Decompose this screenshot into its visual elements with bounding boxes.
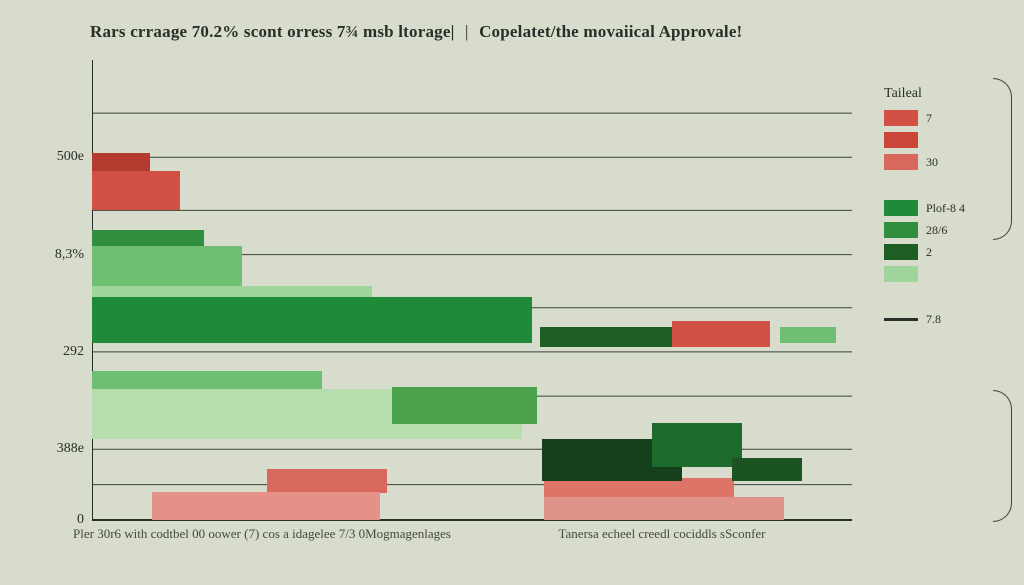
x-tick: Pler 30r6 with codtbel 00 oower (7) cos …	[73, 526, 451, 542]
bar	[392, 387, 537, 424]
bracket-arc	[993, 390, 1012, 522]
legend-item	[884, 132, 994, 148]
legend-label: 28/6	[926, 223, 947, 238]
title-sep: |	[465, 22, 469, 41]
legend-swatch	[884, 222, 918, 238]
legend-header: Taileal	[884, 86, 994, 102]
legend-label: 7	[926, 111, 932, 126]
bar	[92, 246, 242, 290]
legend-swatch	[884, 244, 918, 260]
legend-item: 7.8	[884, 312, 994, 327]
y-tick: 388e	[36, 441, 84, 457]
bar	[544, 497, 784, 520]
chart-title: Rars crraage 70.2% scont orress 7¾ msb l…	[90, 22, 910, 42]
legend-item: 7	[884, 110, 994, 126]
bar	[92, 297, 532, 343]
legend-swatch	[884, 154, 918, 170]
bars-layer	[92, 60, 852, 520]
y-tick: 500e	[36, 149, 84, 165]
bar	[672, 321, 770, 348]
y-tick: 8,3%	[36, 247, 84, 263]
legend-item	[884, 266, 994, 282]
legend-swatch	[884, 110, 918, 126]
legend-item: 2	[884, 244, 994, 260]
bar	[152, 492, 380, 520]
legend-item: Plof-8 4	[884, 200, 994, 216]
legend-label: 30	[926, 155, 938, 170]
legend: Taileal 7 30 Plof-8 4 28/6 2 7.8	[884, 86, 994, 333]
bar	[652, 423, 742, 467]
bar	[92, 171, 180, 211]
bar	[92, 153, 150, 171]
title-left: Rars crraage 70.2% scont orress 7¾ msb l…	[90, 22, 455, 41]
legend-swatch	[884, 318, 918, 321]
legend-swatch	[884, 132, 918, 148]
bracket-arc	[993, 78, 1012, 240]
bar	[732, 458, 802, 481]
bar	[267, 469, 387, 494]
x-tick: Tanersa echeel creedl cociddls sSconfer	[559, 526, 766, 542]
legend-item: 30	[884, 154, 994, 170]
title-right: Copelatet/the movaiical Approvale!	[479, 22, 742, 41]
bar	[92, 230, 204, 246]
legend-label: 2	[926, 245, 932, 260]
bar	[780, 327, 836, 343]
y-tick: 292	[36, 344, 84, 360]
legend-swatch	[884, 200, 918, 216]
chart-area: 0388e2928,3%500e Pler 30r6 with codtbel …	[92, 60, 852, 540]
legend-swatch	[884, 266, 918, 282]
legend-label: 7.8	[926, 312, 941, 327]
legend-item: 28/6	[884, 222, 994, 238]
legend-label: Plof-8 4	[926, 201, 965, 216]
